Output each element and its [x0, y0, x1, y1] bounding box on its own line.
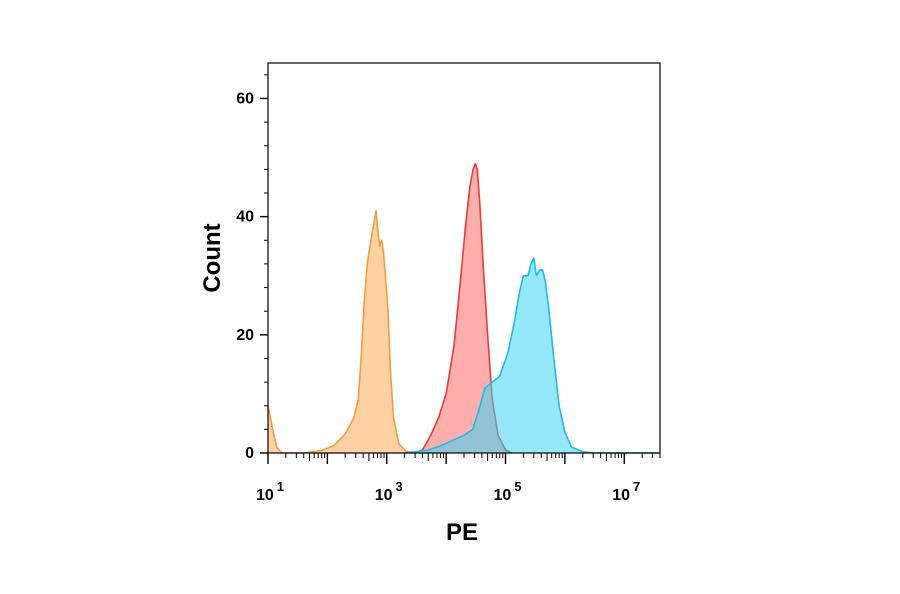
histogram-line-3 [404, 257, 660, 454]
y-axis: 0 20 40 60 [236, 74, 268, 462]
y-tick-label: 60 [236, 90, 254, 107]
histogram-area-1 [268, 210, 416, 453]
y-tick-label: 40 [236, 209, 254, 226]
x-tick-label: 105 [493, 479, 521, 504]
y-tick-label: 20 [236, 327, 254, 344]
x-axis-title: PE [446, 519, 478, 546]
histogram-line-1 [267, 209, 416, 454]
series-layer [267, 162, 660, 454]
histogram-area-3 [404, 258, 660, 453]
histogram-area-2 [415, 163, 513, 453]
y-axis-title: Count [199, 223, 226, 292]
x-tick-label: 101 [256, 479, 284, 504]
y-tick-label: 0 [245, 445, 254, 462]
x-tick-label: 107 [612, 479, 640, 504]
x-tick-label: 103 [375, 479, 403, 504]
x-axis: 101 103 105 107 [256, 453, 661, 504]
